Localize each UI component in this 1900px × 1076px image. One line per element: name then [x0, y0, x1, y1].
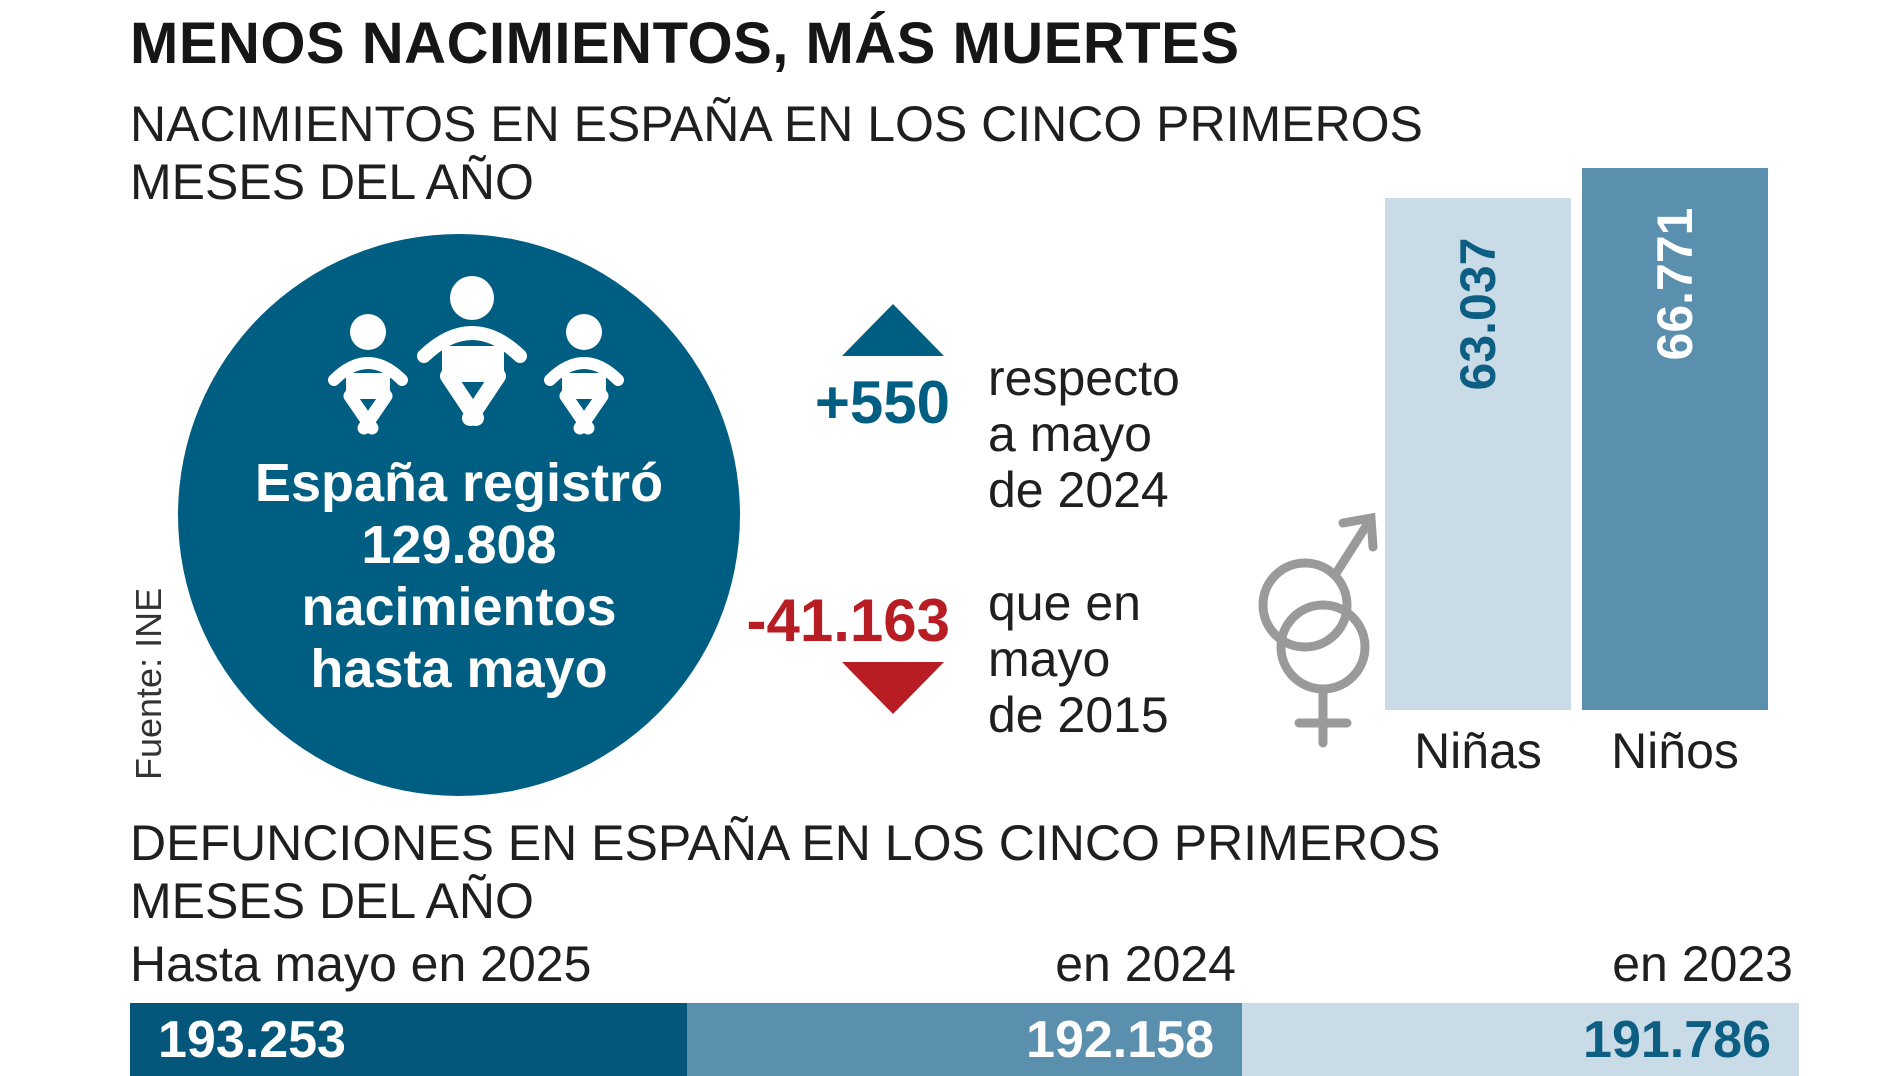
deaths-bar-segment	[1242, 1003, 1799, 1076]
circle-line1: España registró	[254, 453, 664, 513]
up-text-line2: a mayo	[988, 406, 1152, 462]
sex-bar-value-label: 63.037	[1450, 237, 1506, 391]
triangle-down-icon	[842, 662, 944, 714]
up-delta-text: respecto a mayo de 2024	[988, 350, 1180, 518]
down-delta-text: que en mayo de 2015	[988, 575, 1169, 743]
deaths-bar-segment	[687, 1003, 1242, 1076]
deaths-heading-line2: MESES DEL AÑO	[130, 873, 534, 929]
births-heading-line1: NACIMIENTOS EN ESPAÑA EN LOS CINCO PRIME…	[130, 96, 1423, 152]
circle-line3: nacimientos	[301, 577, 617, 637]
sex-bar-0	[1385, 198, 1571, 710]
gender-symbol-icon	[1258, 512, 1378, 748]
deaths-value-label: 193.253	[158, 1011, 346, 1069]
deaths-category-label: en 2024	[1055, 936, 1236, 992]
deaths-bar-segment	[130, 1003, 687, 1076]
deaths-value-label: 192.158	[1026, 1011, 1214, 1069]
births-heading: NACIMIENTOS EN ESPAÑA EN LOS CINCO PRIME…	[130, 95, 1423, 211]
triangle-up-icon	[842, 304, 944, 356]
deaths-category-label: Hasta mayo en 2025	[130, 936, 592, 992]
down-delta-value: -41.163	[746, 587, 951, 654]
sex-bar-1	[1582, 168, 1768, 710]
deaths-category-label: en 2023	[1612, 936, 1793, 992]
births-heading-line2: MESES DEL AÑO	[130, 154, 534, 210]
circle-total: 129.808	[361, 515, 557, 575]
sex-category-label: Niños	[1611, 723, 1739, 779]
baby-icon	[417, 276, 527, 426]
up-text-line3: de 2024	[988, 462, 1169, 518]
up-text-line1: respecto	[988, 350, 1180, 406]
sex-bar-value-label: 66.771	[1647, 207, 1703, 361]
up-delta-value: +550	[814, 369, 950, 436]
deaths-heading-line1: DEFUNCIONES EN ESPAÑA EN LOS CINCO PRIME…	[130, 815, 1441, 871]
babies-icon-group	[328, 276, 624, 435]
deaths-heading: DEFUNCIONES EN ESPAÑA EN LOS CINCO PRIME…	[130, 814, 1440, 930]
down-text-line2: mayo	[988, 631, 1111, 687]
down-text-line3: de 2015	[988, 687, 1169, 743]
down-text-line1: que en	[988, 575, 1141, 631]
births-circle-text: España registró 129.808 nacimientos hast…	[178, 452, 740, 700]
page-title: MENOS NACIMIENTOS, MÁS MUERTES	[130, 11, 1240, 76]
sex-category-label: Niñas	[1414, 723, 1542, 779]
baby-icon	[544, 314, 624, 435]
source-label: Fuente: INE	[128, 587, 169, 780]
deaths-value-label: 191.786	[1583, 1011, 1771, 1069]
circle-line4: hasta mayo	[310, 639, 608, 699]
baby-icon	[328, 314, 408, 435]
